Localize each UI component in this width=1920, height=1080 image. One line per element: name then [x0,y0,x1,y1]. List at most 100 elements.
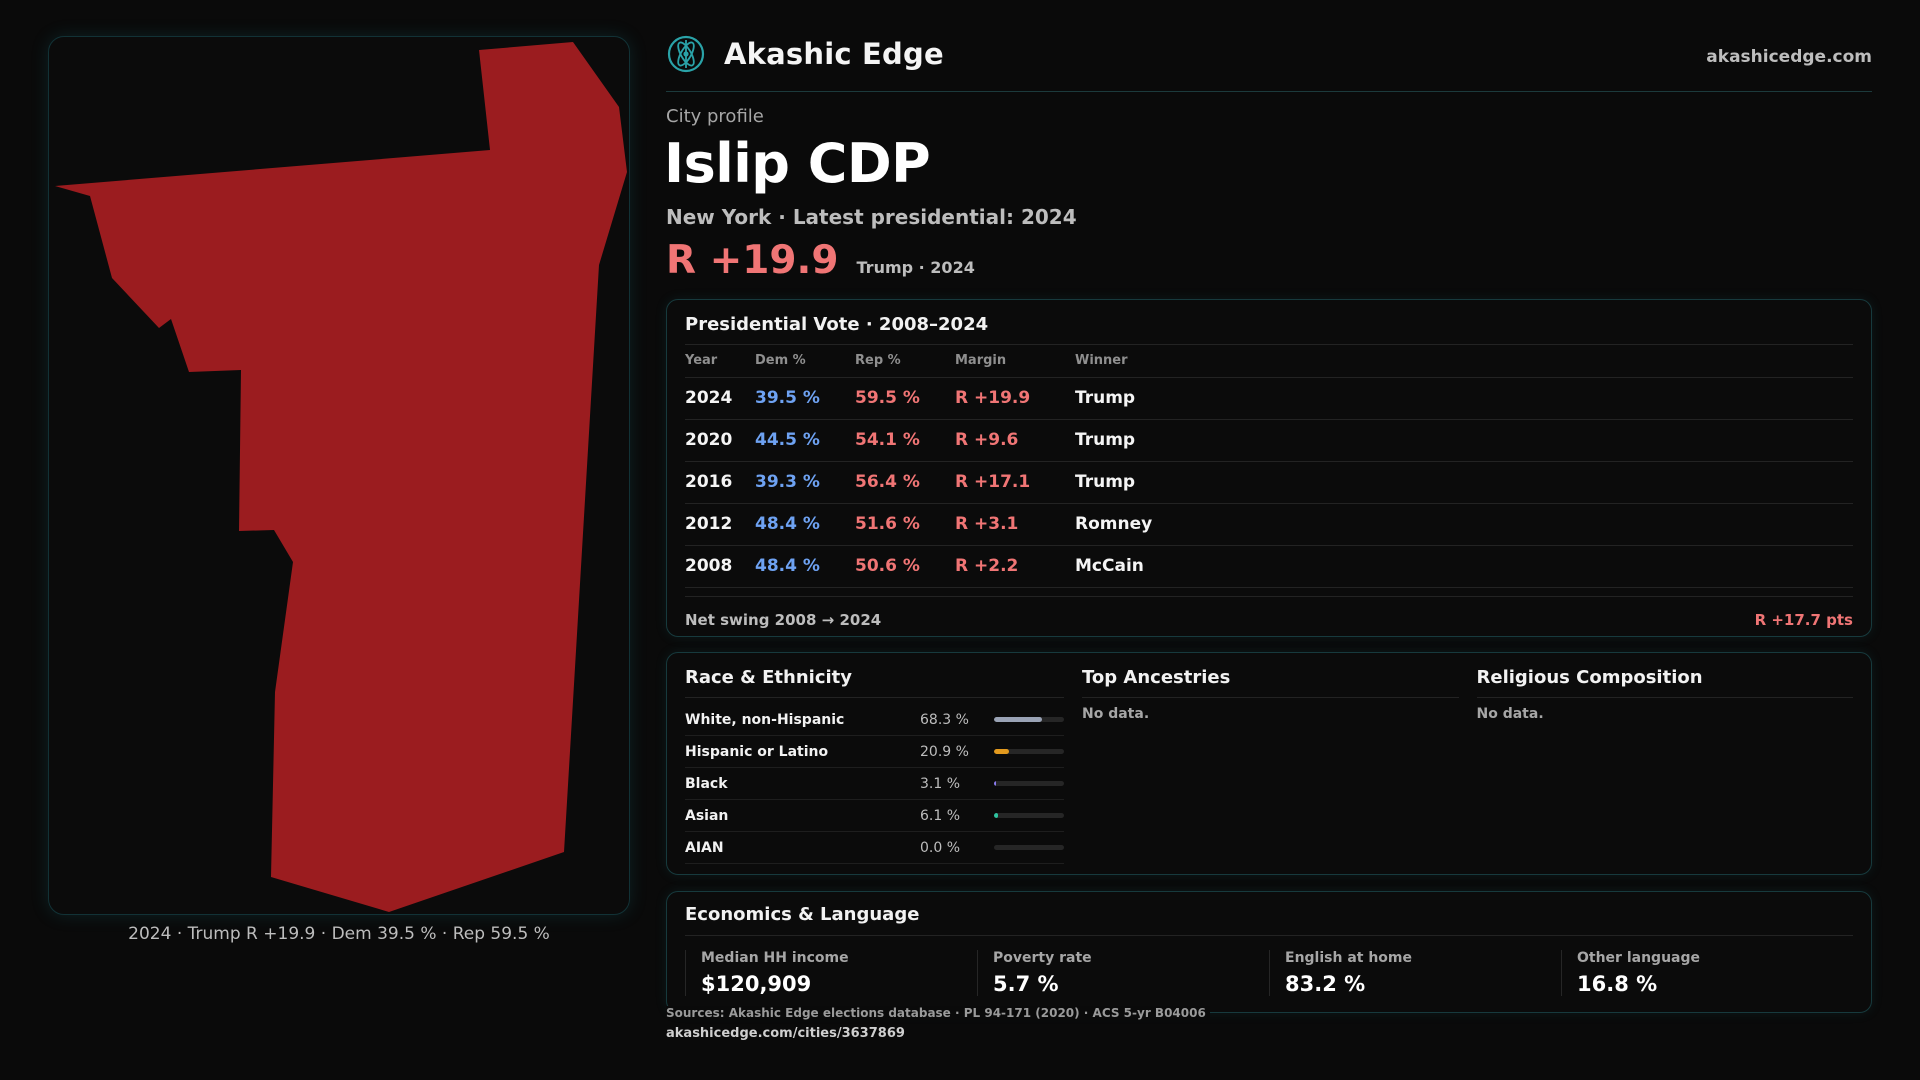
page-url-link[interactable]: akashicedge.com/cities/3637869 [666,1026,905,1041]
race-bar [994,717,1064,722]
stat-label: English at home [1285,950,1413,966]
cell-year: 2020 [685,419,755,462]
table-row[interactable]: 2024 39.5 % 59.5 % R +19.9 Trump [685,377,1853,420]
column-header-winner: Winner [1075,345,1853,378]
race-section-title: Race & Ethnicity [685,667,1064,698]
ancestries-section: Top Ancestries No data. [1082,667,1459,860]
religion-title: Religious Composition [1476,667,1853,698]
economics-grid: Median HH income $120,909 Poverty rate 5… [685,950,1853,996]
stat-value: 16.8 % [1577,972,1658,996]
cell-margin: R +19.9 [955,377,1075,420]
map-panel[interactable] [48,36,630,915]
margin-note: Trump · 2024 [856,258,975,277]
cell-rep: 51.6 % [855,503,955,546]
header-divider [666,91,1872,92]
economics-title: Economics & Language [685,904,1853,936]
margin-value: R +19.9 [666,238,839,283]
cell-year: 2012 [685,503,755,546]
cell-rep: 54.1 % [855,419,955,462]
district-map[interactable] [49,37,630,915]
cell-dem: 44.5 % [755,419,855,462]
district-shape[interactable] [55,42,627,912]
race-label: Hispanic or Latino [685,743,829,760]
race-label: White, non-Hispanic [685,711,845,728]
list-item: Hispanic or Latino 20.9 % [685,736,1064,768]
cell-rep: 56.4 % [855,461,955,504]
page-subtitle: New York · Latest presidential: 2024 [666,205,1077,229]
vote-table-header: Year Dem % Rep % Margin Winner [685,345,1853,378]
cell-winner: Trump [1075,419,1853,462]
column-header-rep: Rep % [855,345,955,378]
vote-table: Year Dem % Rep % Margin Winner 2024 39.5… [685,345,1853,588]
list-item: Asian 6.1 % [685,800,1064,832]
site-url-link[interactable]: akashicedge.com [1706,47,1872,67]
table-row[interactable]: 2016 39.3 % 56.4 % R +17.1 Trump [685,461,1853,504]
net-swing-value: R +17.7 pts [1754,610,1853,629]
race-label: AIAN [685,839,724,856]
table-row[interactable]: 2008 48.4 % 50.6 % R +2.2 McCain [685,545,1853,588]
race-bar-fill [994,813,999,818]
race-value: 6.1 % [920,807,961,824]
stat-value: $120,909 [701,972,812,996]
cell-rep: 59.5 % [855,377,955,420]
religion-empty: No data. [1476,706,1544,722]
cell-winner: Romney [1075,503,1853,546]
atom-logo-icon [667,35,705,73]
race-value: 0.0 % [920,839,961,856]
stat-median-income: Median HH income $120,909 [685,950,977,996]
net-swing-label: Net swing 2008 → 2024 [685,610,882,629]
stat-value: 83.2 % [1285,972,1366,996]
list-item: AIAN 0.0 % [685,832,1064,864]
sources-note: Sources: Akashic Edge elections database… [666,1006,1210,1020]
table-row[interactable]: 2020 44.5 % 54.1 % R +9.6 Trump [685,419,1853,462]
race-ethnicity-section: Race & Ethnicity White, non-Hispanic 68.… [685,667,1064,864]
headline-margin: R +19.9 Trump · 2024 [666,238,975,283]
stat-label: Poverty rate [993,950,1092,966]
stat-english-at-home: English at home 83.2 % [1269,950,1561,996]
column-header-year: Year [685,345,755,378]
stat-poverty-rate: Poverty rate 5.7 % [977,950,1269,996]
page-title: Islip CDP [664,132,931,195]
column-header-dem: Dem % [755,345,855,378]
cell-margin: R +3.1 [955,503,1075,546]
cell-margin: R +17.1 [955,461,1075,504]
cell-year: 2008 [685,545,755,588]
stat-label: Other language [1577,950,1700,966]
table-row[interactable]: 2012 48.4 % 51.6 % R +3.1 Romney [685,503,1853,546]
race-value: 3.1 % [920,775,961,792]
cell-margin: R +9.6 [955,419,1075,462]
cell-year: 2016 [685,461,755,504]
cell-rep: 50.6 % [855,545,955,588]
cell-winner: Trump [1075,461,1853,504]
race-list: White, non-Hispanic 68.3 % Hispanic or L… [685,704,1064,864]
cell-winner: Trump [1075,377,1853,420]
cell-dem: 39.5 % [755,377,855,420]
presidential-vote-card: Presidential Vote · 2008–2024 Year Dem %… [666,299,1872,637]
stat-label: Median HH income [701,950,849,966]
ancestries-title: Top Ancestries [1082,667,1459,698]
cell-dem: 39.3 % [755,461,855,504]
religion-section: Religious Composition No data. [1476,667,1853,860]
race-value: 68.3 % [920,711,969,728]
list-item: Black 3.1 % [685,768,1064,800]
race-bar-fill [994,717,1042,722]
race-bar [994,781,1064,786]
demographics-card: Race & Ethnicity White, non-Hispanic 68.… [666,652,1872,875]
page-kicker: City profile [666,106,764,127]
race-bar [994,813,1064,818]
cell-dem: 48.4 % [755,545,855,588]
race-bar [994,749,1064,754]
cell-dem: 48.4 % [755,503,855,546]
race-bar [994,845,1064,850]
race-label: Black [685,775,728,792]
cell-margin: R +2.2 [955,545,1075,588]
stat-other-language: Other language 16.8 % [1561,950,1853,996]
brand-name: Akashic Edge [724,37,944,71]
brand[interactable]: Akashic Edge [666,34,944,74]
vote-card-title: Presidential Vote · 2008–2024 [685,314,1853,345]
column-header-margin: Margin [955,345,1075,378]
stat-value: 5.7 % [993,972,1059,996]
net-swing: Net swing 2008 → 2024 R +17.7 pts [685,595,1853,629]
cell-winner: McCain [1075,545,1853,588]
economics-card: Economics & Language Median HH income $1… [666,891,1872,1013]
